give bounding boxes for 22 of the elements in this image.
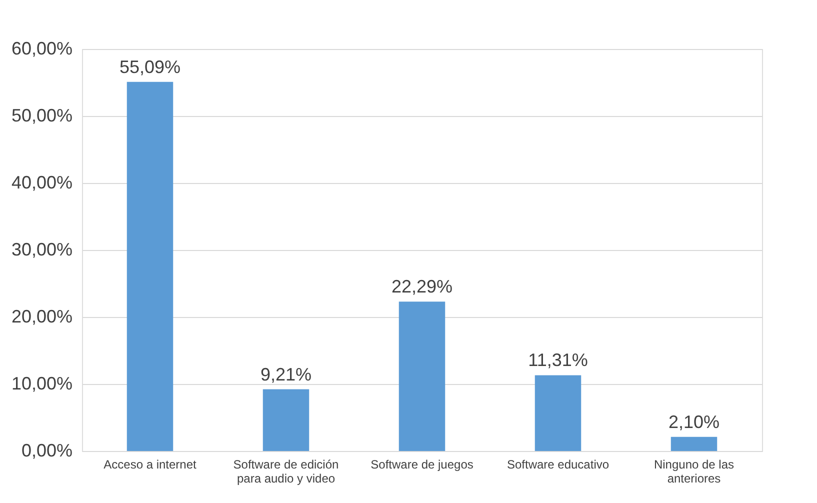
y-tick-label: 50,00% xyxy=(11,106,72,126)
bar xyxy=(262,389,310,451)
data-label: 11,31% xyxy=(528,350,588,370)
data-label: 55,09% xyxy=(119,56,181,77)
x-tick-label: Acceso a internet xyxy=(104,458,198,472)
x-tick-label: Ninguno de las anteriores xyxy=(654,458,734,486)
bar xyxy=(398,302,446,451)
y-tick-label: 60,00% xyxy=(11,38,72,58)
y-tick-label: 30,00% xyxy=(11,240,72,260)
y-tick-label: 0,00% xyxy=(21,440,72,460)
bar xyxy=(534,375,582,451)
x-tick-label: Software de edición para audio y video xyxy=(233,458,339,486)
data-label: 22,29% xyxy=(391,276,453,297)
x-tick-label: Software de juegos xyxy=(370,458,474,472)
y-tick-label: 20,00% xyxy=(11,306,72,326)
bar xyxy=(670,436,718,451)
bar xyxy=(126,82,174,451)
y-tick-label: 10,00% xyxy=(11,374,72,394)
y-tick-label: 40,00% xyxy=(11,172,72,192)
data-label: 2,10% xyxy=(668,412,720,432)
data-label: 9,21% xyxy=(260,364,312,384)
x-tick-label: Software educativo xyxy=(506,458,610,472)
